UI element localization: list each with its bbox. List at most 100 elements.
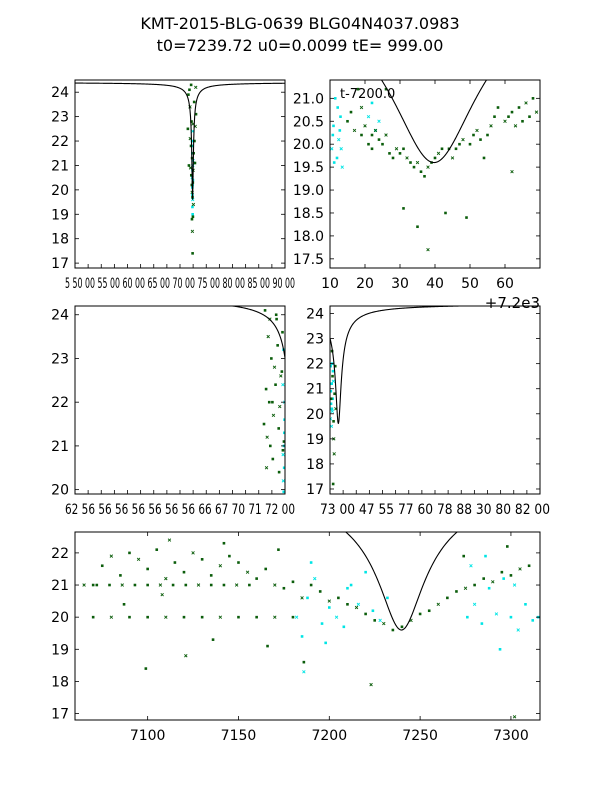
panel-p1: 17 18 19 20 21 22 23 24 5 50 00 55 00 60 00 65 0… — [51, 79, 295, 292]
panel-p5: 17 18 19 20 21 22 7100 7150 7200 7250 7300 — [51, 531, 541, 744]
data-point — [200, 615, 204, 619]
data-point — [320, 622, 324, 625]
data-point — [518, 567, 522, 571]
data-point — [472, 602, 477, 607]
data-point — [334, 615, 339, 619]
data-point — [466, 615, 469, 619]
data-point — [524, 101, 528, 105]
y-tick-label: 17 — [51, 256, 69, 272]
data-point — [394, 147, 399, 151]
data-point — [275, 317, 278, 321]
model-curve — [380, 80, 488, 164]
data-point — [277, 470, 281, 474]
data-point — [369, 682, 373, 687]
y-tick-label: 21 — [51, 158, 69, 174]
data-point — [218, 564, 223, 568]
data-point — [263, 309, 267, 312]
data-point — [222, 541, 226, 545]
data-point — [146, 615, 149, 619]
data-point — [327, 599, 332, 603]
y-tick-label: 24 — [306, 307, 324, 323]
data-point — [136, 557, 141, 562]
data-point — [182, 570, 186, 574]
data-point — [82, 583, 86, 587]
data-point — [524, 603, 527, 606]
y-tick-label: 18.5 — [293, 206, 324, 222]
data-point — [528, 115, 531, 118]
data-point — [273, 583, 277, 587]
data-point — [187, 164, 191, 167]
data-point — [502, 577, 505, 580]
data-point — [282, 466, 285, 470]
data-point — [280, 370, 284, 373]
data-point — [370, 147, 374, 151]
data-point — [272, 365, 277, 369]
data-point — [281, 330, 284, 334]
x-tick-label: 10 — [321, 276, 339, 292]
time-offset-annotation: t-7200.0 — [340, 87, 395, 102]
y-tick-label: 18 — [51, 674, 69, 690]
data-point — [331, 369, 335, 373]
y-tick-label: 21 — [51, 439, 69, 455]
data-point — [510, 169, 514, 174]
data-point — [330, 382, 333, 386]
y-tick-label: 18.0 — [293, 229, 324, 245]
data-point — [384, 87, 388, 91]
data-point — [192, 100, 196, 104]
data-point — [160, 592, 164, 597]
data-point — [349, 583, 353, 587]
data-point — [364, 570, 367, 574]
data-point — [193, 139, 196, 143]
y-tick-label: 24 — [51, 308, 69, 324]
data-point — [512, 715, 517, 719]
data-point — [338, 129, 342, 132]
data-point — [480, 622, 484, 625]
data-point — [255, 615, 258, 619]
data-point — [291, 580, 295, 584]
data-point — [342, 625, 346, 629]
data-point — [331, 397, 335, 401]
y-tick-label: 19 — [51, 207, 69, 223]
y-tick-label: 22 — [51, 134, 69, 150]
y-tick-label: 17.5 — [293, 252, 324, 268]
data-point — [402, 147, 405, 151]
data-point — [503, 119, 507, 123]
data-point — [363, 124, 367, 128]
y-tick-label: 20.0 — [293, 137, 324, 153]
data-point — [416, 225, 419, 229]
data-point — [158, 583, 163, 587]
data-point — [469, 564, 473, 568]
x-tick-label: 7100 — [130, 728, 166, 744]
data-point — [222, 583, 226, 587]
data-point — [281, 448, 285, 452]
data-point — [370, 101, 374, 105]
x-tick-label: 7150 — [221, 728, 257, 744]
axes-frame — [329, 305, 541, 495]
data-point — [352, 128, 357, 133]
data-point — [271, 457, 275, 461]
data-point — [507, 115, 510, 118]
data-point — [346, 119, 349, 123]
data-point — [248, 583, 251, 587]
axes-frame — [74, 305, 286, 495]
data-point — [409, 161, 412, 164]
data-point — [331, 482, 335, 486]
data-point — [487, 586, 491, 590]
y-tick-label: 20 — [51, 183, 69, 199]
data-point — [200, 558, 204, 561]
data-point — [313, 576, 317, 581]
data-point — [330, 424, 334, 429]
x-tick-label: 50 — [461, 276, 479, 292]
data-point — [378, 618, 382, 623]
data-point — [340, 165, 344, 169]
x-offset-label: +7.2e3 — [485, 294, 540, 312]
data-point — [370, 133, 374, 137]
y-tick-label: 23 — [51, 351, 69, 367]
data-point — [475, 128, 479, 133]
data-point — [191, 202, 196, 207]
data-point — [359, 105, 364, 110]
data-point — [446, 596, 449, 600]
data-point — [388, 152, 391, 155]
data-point — [433, 156, 437, 160]
data-point — [427, 609, 431, 613]
